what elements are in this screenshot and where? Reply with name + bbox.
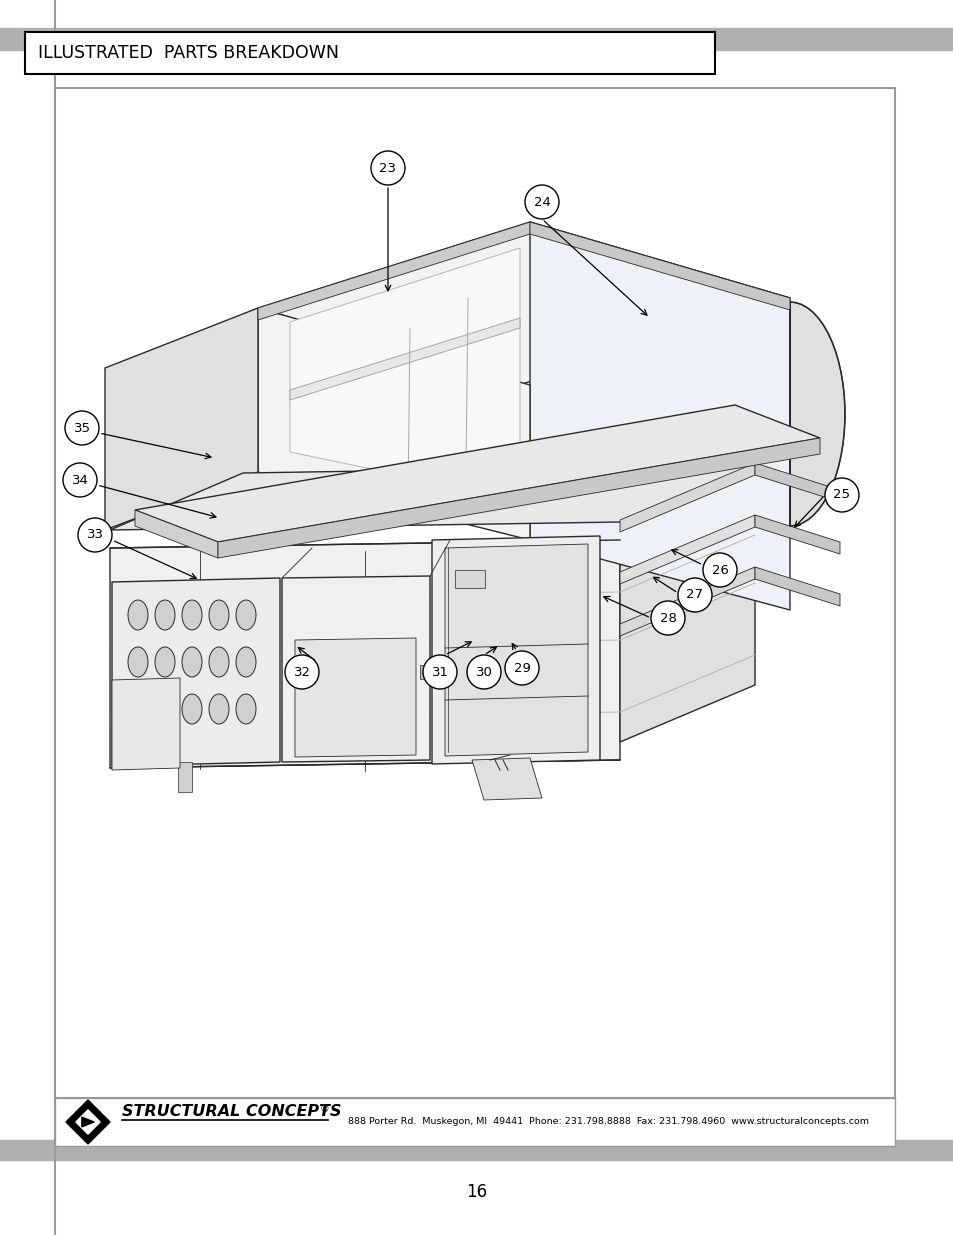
Polygon shape [472, 758, 541, 800]
Ellipse shape [128, 647, 148, 677]
Polygon shape [257, 222, 789, 385]
Ellipse shape [154, 600, 174, 630]
Text: ILLUSTRATED  PARTS BREAKDOWN: ILLUSTRATED PARTS BREAKDOWN [38, 44, 338, 62]
Polygon shape [754, 567, 840, 606]
Ellipse shape [154, 694, 174, 724]
Text: 31: 31 [431, 666, 448, 678]
Ellipse shape [235, 647, 255, 677]
Polygon shape [290, 317, 519, 400]
Text: 29: 29 [513, 662, 530, 674]
Bar [0, 28, 953, 49]
Ellipse shape [209, 694, 229, 724]
Bar [25, 32, 714, 74]
Text: ®: ® [319, 1104, 330, 1114]
Text: 25: 25 [833, 489, 850, 501]
Text: 23: 23 [379, 162, 396, 174]
Polygon shape [290, 248, 519, 500]
Polygon shape [754, 463, 840, 501]
Polygon shape [432, 536, 599, 764]
Ellipse shape [128, 600, 148, 630]
Bar [55, 1098, 894, 1146]
Circle shape [524, 185, 558, 219]
Polygon shape [218, 438, 820, 558]
Polygon shape [135, 405, 820, 542]
Circle shape [65, 411, 99, 445]
Circle shape [285, 655, 318, 689]
Text: 33: 33 [87, 529, 103, 541]
Text: 26: 26 [711, 563, 728, 577]
Circle shape [467, 655, 500, 689]
Polygon shape [282, 576, 430, 762]
Polygon shape [66, 1100, 110, 1144]
Polygon shape [76, 1110, 100, 1134]
Circle shape [678, 578, 711, 613]
Polygon shape [110, 466, 754, 530]
Text: 16: 16 [466, 1183, 487, 1200]
Text: 30: 30 [475, 666, 492, 678]
Polygon shape [257, 308, 530, 540]
Text: 34: 34 [71, 473, 89, 487]
Text: 27: 27 [686, 589, 702, 601]
Text: 24: 24 [533, 195, 550, 209]
Text: 32: 32 [294, 666, 310, 678]
Polygon shape [754, 515, 840, 555]
Bar [0, 0, 953, 28]
Bar [178, 762, 192, 792]
Ellipse shape [182, 647, 202, 677]
Polygon shape [82, 1118, 94, 1126]
Polygon shape [135, 510, 218, 558]
Polygon shape [444, 543, 587, 756]
Bar [55, 88, 894, 1098]
Text: STRUCTURAL CONCEPTS: STRUCTURAL CONCEPTS [122, 1104, 341, 1119]
Polygon shape [619, 463, 754, 532]
Ellipse shape [209, 647, 229, 677]
Polygon shape [112, 678, 180, 769]
Bar [0, 1140, 953, 1160]
Ellipse shape [182, 600, 202, 630]
Ellipse shape [209, 600, 229, 630]
Polygon shape [294, 638, 416, 757]
Polygon shape [110, 540, 619, 768]
Polygon shape [112, 578, 280, 766]
Circle shape [650, 601, 684, 635]
Circle shape [78, 517, 112, 552]
Bar [419, 664, 428, 679]
Polygon shape [789, 303, 844, 526]
Circle shape [504, 651, 538, 685]
Circle shape [422, 655, 456, 689]
Circle shape [371, 151, 405, 185]
Polygon shape [257, 222, 530, 320]
Circle shape [702, 553, 737, 587]
Bar [455, 571, 484, 588]
Circle shape [824, 478, 858, 513]
Polygon shape [105, 308, 257, 530]
Ellipse shape [154, 647, 174, 677]
Polygon shape [530, 222, 789, 610]
Polygon shape [619, 515, 754, 584]
Ellipse shape [128, 694, 148, 724]
Ellipse shape [235, 600, 255, 630]
Text: 28: 28 [659, 611, 676, 625]
Polygon shape [619, 567, 754, 636]
Polygon shape [619, 466, 754, 742]
Polygon shape [530, 222, 789, 310]
Text: 35: 35 [73, 421, 91, 435]
Ellipse shape [235, 694, 255, 724]
Text: 888 Porter Rd.  Muskegon, MI  49441  Phone: 231.798.8888  Fax: 231.798.4960  www: 888 Porter Rd. Muskegon, MI 49441 Phone:… [348, 1118, 868, 1126]
Circle shape [63, 463, 97, 496]
Ellipse shape [182, 694, 202, 724]
